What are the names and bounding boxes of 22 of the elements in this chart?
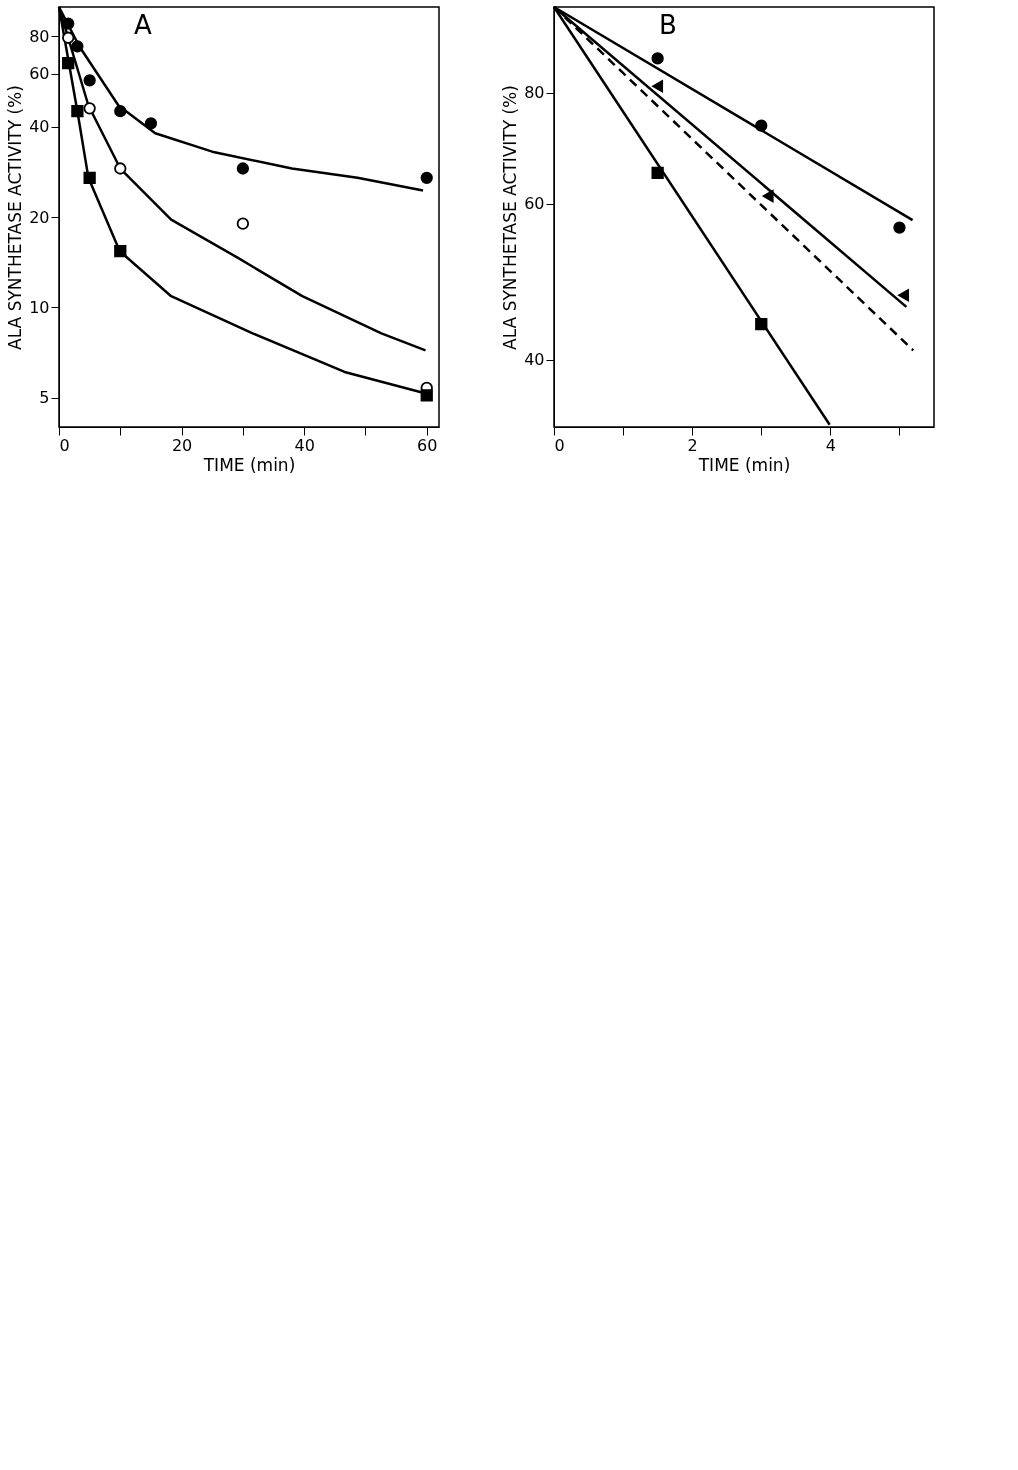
x-tick-label: 4	[825, 435, 836, 455]
y-tick-label: 5	[39, 388, 50, 408]
x-tick-label: 20	[171, 435, 193, 455]
y-tick-label: 10	[29, 297, 50, 317]
y-tick-label: 80	[29, 26, 50, 46]
x-tick-label: 60	[417, 435, 438, 455]
y-tick-label: 60	[29, 64, 50, 84]
x-tick-label: 2	[687, 435, 698, 455]
x-tick-label: 0	[59, 435, 70, 455]
x-tick-label: 0	[554, 435, 565, 455]
y-tick-label: 80	[524, 83, 545, 103]
y-tick-label: 40	[29, 117, 50, 137]
x-axis-title: TIME (min)	[202, 454, 296, 475]
annotation: A	[134, 10, 152, 40]
y-axis-title: ALA SYNTHETASE ACTIVITY (%)	[5, 85, 26, 350]
y-axis-title: ALA SYNTHETASE ACTIVITY (%)	[500, 85, 521, 350]
y-tick-label: 40	[524, 350, 545, 370]
x-tick-label: 40	[294, 435, 315, 455]
x-axis-title: TIME (min)	[697, 454, 791, 475]
y-tick-label: 20	[29, 207, 50, 227]
y-tick-label: 60	[524, 194, 545, 214]
annotation: B	[659, 10, 677, 40]
